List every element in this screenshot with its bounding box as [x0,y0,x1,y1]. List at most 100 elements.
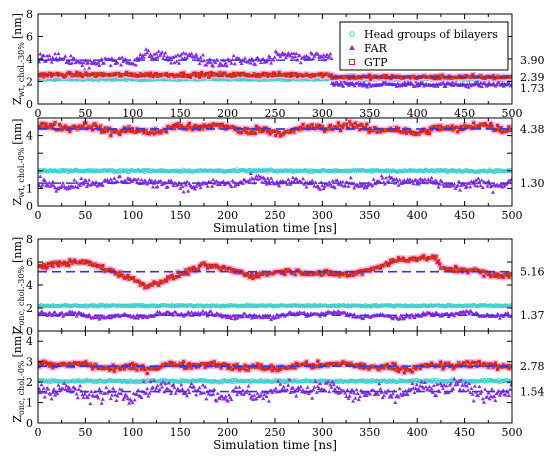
far-point [356,184,361,189]
far-point [425,180,430,185]
gtp-point [507,125,511,129]
gtp-point-overlap [241,128,244,131]
x-tick-label: 300 [312,107,333,120]
series-far [38,171,512,194]
gtp-point [89,126,94,130]
far-point [297,53,302,57]
far-point [328,51,333,56]
gtp-point-overlap [167,75,170,78]
gtp-point-overlap [496,75,499,78]
far-point [294,51,299,56]
gtp-point [436,124,441,128]
gtp-point-overlap [105,130,108,133]
gtp-point [45,265,49,270]
gtp-point [73,73,78,77]
gtp-point [65,261,70,265]
far-point [330,178,335,183]
gtp-point-overlap [99,72,102,75]
gtp-point-overlap [99,125,102,128]
far-point [265,176,270,180]
gtp-point [352,125,356,129]
far-point [396,183,401,187]
far-point [384,175,389,180]
far-point [321,52,326,57]
gtp-point [69,72,73,76]
far-point [348,175,353,180]
far-point [477,84,482,88]
gtp-point [341,125,345,130]
gtp-point [43,125,47,129]
gtp-point [459,124,463,129]
far-point [155,184,160,189]
far-point [211,63,216,68]
gtp-point [228,72,232,77]
far-point [291,179,296,184]
gtp-point [348,120,352,124]
far-point [501,84,506,88]
gtp-point [149,71,153,75]
gtp-point [415,76,419,81]
gtp-point-overlap [400,77,403,80]
gtp-point-overlap [292,130,295,133]
far-point [74,180,79,184]
gtp-point [294,72,298,76]
gtp-point-overlap [474,125,477,128]
gtp-point [408,129,412,133]
far-point [206,311,211,316]
far-point [435,84,440,88]
gtp-point [100,266,104,271]
far-point [165,184,170,189]
gtp-point [63,124,67,128]
far-point [53,51,58,56]
far-point [185,179,190,184]
far-point [248,61,253,65]
gtp-point [253,131,257,136]
far-point [208,309,213,313]
gtp-point [455,125,459,129]
far-point [87,65,92,70]
far-point [360,183,365,188]
gtp-point [51,264,55,268]
gtp-point-overlap [88,74,91,77]
gtp-point [68,258,72,262]
far-point [310,51,315,56]
far-point [322,184,327,189]
gtp-point-overlap [133,131,136,134]
gtp-point [185,127,189,131]
gtp-point [257,126,261,130]
gtp-point-overlap [48,72,51,75]
gtp-point [134,130,138,134]
far-point [178,53,183,58]
gtp-point [367,130,371,134]
gtp-point [308,126,312,130]
gtp-point [125,70,129,75]
gtp-point [273,71,277,75]
gtp-point [208,123,212,127]
far-point [509,177,512,182]
gtp-point-overlap [509,129,512,132]
far-point [450,80,455,84]
gtp-point [117,71,121,76]
gtp-point-overlap [406,129,409,132]
far-point [380,176,385,180]
far-point [229,61,234,65]
far-point [341,84,346,88]
far-point [475,79,480,84]
gtp-point-overlap [355,126,358,129]
gtp-point-overlap [497,127,500,130]
far-point [194,184,199,189]
gtp-point-overlap [486,125,489,128]
far-point [337,182,342,186]
far-point [413,177,418,182]
far-point [144,47,149,51]
y-tick-label: 0 [26,200,33,213]
far-point [285,53,290,58]
gtp-point [77,73,81,77]
panel-1: 3.902.391.730 50 100 150 200 250 300 350 400 450 5… [11,8,545,120]
far-point [73,60,78,65]
far-point [80,63,85,68]
gtp-point [91,128,95,132]
gtp-point [152,132,156,136]
gtp-point-overlap [354,76,357,79]
far-point [271,57,276,62]
